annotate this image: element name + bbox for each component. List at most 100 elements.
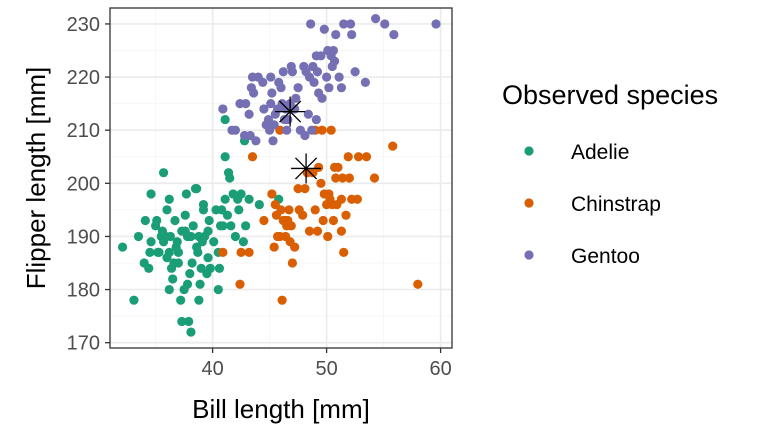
- y-tick-label: 190: [67, 226, 100, 248]
- data-point-gentoo: [276, 83, 286, 93]
- data-point-adelie: [133, 231, 144, 242]
- data-point-adelie: [164, 194, 174, 204]
- data-point-chinstrap: [328, 215, 339, 226]
- data-point-adelie: [238, 237, 248, 247]
- data-point-chinstrap: [235, 279, 245, 289]
- data-point-adelie: [181, 189, 191, 199]
- data-point-gentoo: [278, 67, 288, 77]
- data-point-gentoo: [339, 19, 349, 29]
- data-point-gentoo: [279, 114, 290, 125]
- data-point-adelie: [176, 295, 186, 305]
- data-point-adelie: [234, 205, 244, 215]
- data-point-chinstrap: [276, 205, 286, 215]
- data-points: [117, 14, 441, 337]
- data-point-gentoo: [350, 67, 360, 77]
- data-point-chinstrap: [361, 152, 372, 162]
- centroid-marker-stroke: [295, 157, 318, 180]
- data-point-gentoo: [371, 14, 381, 24]
- data-point-gentoo: [329, 56, 340, 66]
- data-point-gentoo: [230, 125, 240, 135]
- data-point-adelie: [117, 242, 128, 252]
- data-point-adelie: [203, 253, 213, 263]
- data-point-gentoo: [266, 72, 276, 82]
- data-point-chinstrap: [331, 173, 341, 183]
- plot-panel-border: [109, 7, 453, 349]
- data-point-chinstrap: [314, 162, 324, 172]
- data-point-gentoo: [261, 120, 271, 130]
- data-point-adelie: [244, 194, 254, 204]
- data-point-gentoo: [312, 67, 323, 77]
- data-point-adelie: [145, 247, 155, 257]
- data-point-adelie: [165, 231, 176, 242]
- data-point-chinstrap: [280, 215, 291, 226]
- data-point-gentoo: [218, 104, 228, 114]
- data-point-gentoo: [311, 114, 321, 125]
- data-point-adelie: [241, 221, 251, 231]
- data-point-adelie: [222, 210, 233, 220]
- data-point-chinstrap: [344, 173, 354, 183]
- legend-label-chinstrap: Chinstrap: [571, 193, 661, 216]
- data-point-gentoo: [266, 99, 276, 109]
- data-point-gentoo: [251, 136, 261, 146]
- centroid-marker: [275, 96, 306, 127]
- data-point-gentoo: [431, 19, 441, 29]
- data-point-gentoo: [380, 19, 390, 29]
- data-point-gentoo: [244, 109, 254, 119]
- data-point-adelie: [164, 284, 174, 295]
- data-point-adelie: [209, 237, 219, 247]
- legend-item-chinstrap: Chinstrap: [524, 193, 661, 216]
- centroid-marker: [291, 153, 322, 184]
- data-point-chinstrap: [259, 215, 269, 226]
- data-point-adelie: [152, 215, 162, 226]
- legend: Adelie Chinstrap Gentoo: [524, 141, 661, 268]
- x-axis-title: Bill length [mm]: [192, 394, 370, 424]
- data-point-chinstrap: [218, 247, 228, 257]
- data-point-adelie: [223, 168, 234, 178]
- data-point-gentoo: [306, 19, 316, 29]
- data-point-gentoo: [291, 93, 301, 103]
- data-point-gentoo: [322, 72, 332, 82]
- data-point-adelie: [172, 237, 182, 247]
- data-point-chinstrap: [293, 184, 303, 194]
- x-axis-ticks: 40 50 60: [201, 348, 452, 380]
- data-point-adelie: [220, 194, 230, 204]
- data-point-adelie: [213, 284, 223, 295]
- data-point-gentoo: [267, 88, 277, 98]
- data-point-chinstrap: [323, 231, 333, 242]
- data-point-chinstrap: [287, 258, 297, 268]
- data-point-chinstrap: [369, 173, 380, 183]
- data-point-chinstrap: [336, 194, 347, 204]
- data-point-chinstrap: [312, 226, 323, 236]
- data-point-gentoo: [300, 130, 310, 141]
- centroid-marker-stroke: [279, 100, 302, 123]
- data-point-chinstrap: [284, 205, 294, 215]
- data-point-gentoo: [328, 45, 339, 56]
- data-point-gentoo: [345, 19, 356, 29]
- data-point-chinstrap: [269, 242, 279, 252]
- data-point-adelie: [198, 205, 209, 215]
- data-point-adelie: [195, 279, 205, 289]
- legend-label-gentoo: Gentoo: [571, 245, 640, 268]
- data-point-chinstrap: [304, 226, 315, 236]
- data-point-gentoo: [259, 104, 269, 114]
- x-tick-label: 60: [429, 358, 451, 380]
- data-point-adelie: [180, 210, 190, 220]
- data-point-adelie: [168, 274, 178, 284]
- data-point-chinstrap: [244, 247, 254, 257]
- y-tick-label: 230: [67, 14, 100, 36]
- data-point-chinstrap: [310, 205, 320, 215]
- data-point-adelie: [214, 263, 225, 273]
- data-point-adelie: [173, 247, 183, 257]
- data-point-gentoo: [287, 67, 297, 77]
- data-point-gentoo: [282, 125, 292, 135]
- data-point-adelie: [193, 247, 203, 257]
- data-point-chinstrap: [339, 247, 349, 257]
- data-point-adelie: [188, 221, 198, 231]
- data-point-gentoo: [334, 72, 344, 82]
- data-point-gentoo: [293, 83, 303, 93]
- data-point-chinstrap: [318, 215, 328, 226]
- data-point-adelie: [205, 263, 215, 273]
- data-point-adelie: [164, 247, 174, 257]
- data-point-chinstrap: [267, 189, 277, 199]
